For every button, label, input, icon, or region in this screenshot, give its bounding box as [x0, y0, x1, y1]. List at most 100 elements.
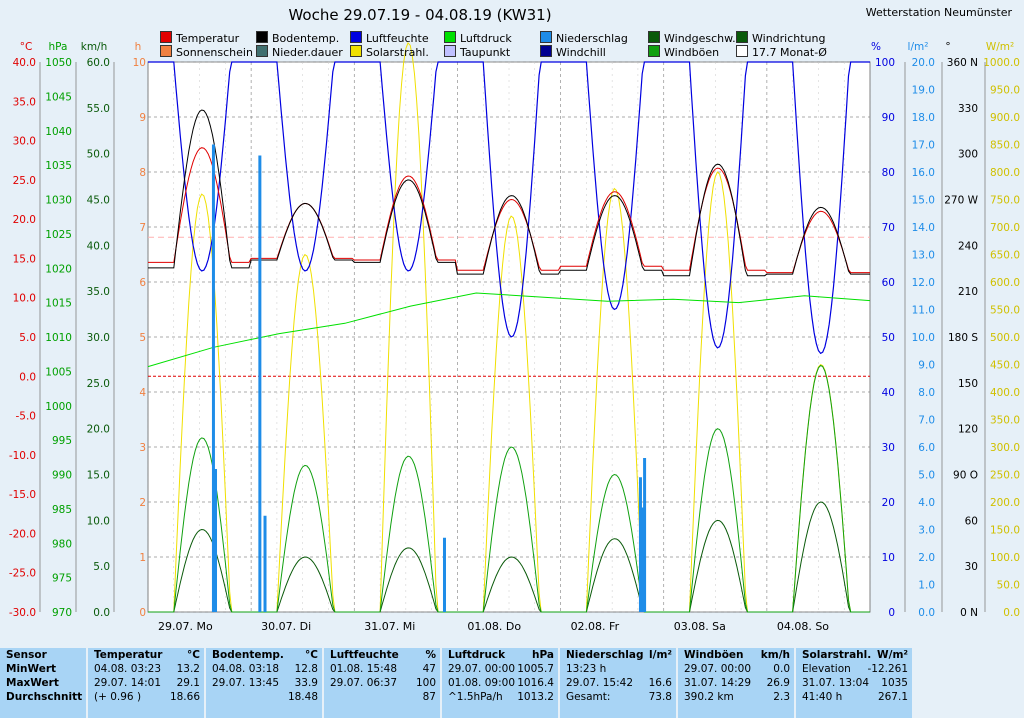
x-tick-label: 30.07. Di	[261, 620, 311, 633]
series-pressure-line	[147, 292, 871, 368]
stats-cell-value: 12.8	[294, 663, 318, 675]
legend-label: Sonnenschein	[176, 46, 253, 59]
legend-item: Windrichtung	[736, 31, 825, 45]
legend-item: Niederschlag	[540, 31, 628, 45]
stats-cell: Bodentemp. °C	[206, 648, 322, 662]
rain-tick: 13.0	[912, 250, 935, 262]
stats-column: Solarstrahl. W/m² Elevation -12.261 31.07. 1…	[796, 648, 914, 718]
legend-item: 17.7 Monat-Ø	[736, 45, 827, 59]
solar-tick: 650.0	[990, 250, 1020, 262]
wind-dir-tick: 300	[958, 149, 978, 161]
rain-tick: 6.0	[918, 442, 935, 454]
rain-bar	[258, 155, 262, 612]
pressure-tick: 1025	[45, 229, 72, 241]
stats-cell-value: 33.9	[294, 677, 318, 689]
legend-swatch	[350, 45, 362, 57]
stats-cell: 41:40 h 267.1	[796, 690, 912, 704]
rain-tick: 5.0	[918, 470, 935, 482]
solar-tick: 400.0	[990, 387, 1020, 399]
stats-cell-label: 29.07. 13:45	[212, 677, 279, 689]
wind-tick: 40.0	[87, 240, 110, 252]
solar-tick: 300.0	[990, 442, 1020, 454]
legend-swatch	[540, 45, 552, 57]
solar-tick: 500.0	[990, 332, 1020, 344]
humidity-tick: 80	[882, 167, 895, 179]
solar-tick: 150.0	[990, 525, 1020, 537]
stats-label-max: MaxWert	[6, 677, 59, 689]
stats-cell-label: 29.07. 15:42	[566, 677, 633, 689]
stats-cell: 29.07. 13:45 33.9	[206, 676, 322, 690]
legend-label: 17.7 Monat-Ø	[752, 46, 827, 59]
legend-label: Windchill	[556, 46, 606, 59]
stats-label-min: MinWert	[6, 663, 57, 675]
solar-tick: 850.0	[990, 140, 1020, 152]
axis-unit-label: %	[871, 41, 881, 53]
stats-column: Luftdruck hPa 29.07. 00:00 1005.7 01.08. 09:…	[442, 648, 560, 718]
legend-label: Taupunkt	[460, 46, 511, 59]
legend-item: Windgeschw.	[648, 31, 736, 45]
stats-cell: Niederschlag l/m²	[560, 648, 676, 662]
stats-cell-value: 18.48	[287, 691, 318, 703]
pressure-tick: 990	[52, 470, 72, 482]
x-tick-label: 04.08. So	[777, 620, 829, 633]
stats-cell-label: 29.07. 14:01	[94, 677, 161, 689]
stats-cell-label: Solarstrahl.	[802, 649, 872, 661]
legend-item: Windböen	[648, 45, 719, 59]
stats-cell: 04.08. 03:23 13.2	[88, 662, 204, 676]
stats-cell-label: Temperatur	[94, 649, 163, 661]
stats-cell-value: 0.0	[773, 663, 790, 675]
stats-cell-label: 01.08. 15:48	[330, 663, 397, 675]
wind-dir-tick: 210	[958, 286, 978, 298]
legend-item: Nieder.dauer	[256, 45, 343, 59]
humidity-tick: 60	[882, 277, 895, 289]
solar-tick: 950.0	[990, 85, 1020, 97]
legend-item: Bodentemp.	[256, 31, 339, 45]
stats-cell-value: 1016.4	[517, 677, 554, 689]
axis-unit-label: l/m²	[908, 41, 929, 53]
legend-item: Luftfeuchte	[350, 31, 429, 45]
x-tick-label: 03.08. Sa	[674, 620, 726, 633]
stats-cell-value: 73.8	[648, 691, 672, 703]
stats-row-labels: Sensor MinWert MaxWert Durchschnitt	[0, 648, 88, 718]
stats-cell-value: 47	[422, 663, 436, 675]
humidity-tick: 50	[882, 332, 895, 344]
temperature-tick: -30.0	[9, 607, 36, 619]
pressure-tick: 975	[52, 573, 72, 585]
statistics-table: Sensor MinWert MaxWert Durchschnitt Temp…	[0, 648, 1024, 718]
temperature-tick: -25.0	[9, 568, 36, 580]
legend-label: Windgeschw.	[664, 32, 736, 45]
stats-column: Luftfeuchte% 01.08. 15:48 47 29.07. 06:37 10…	[324, 648, 442, 718]
stats-cell: Elevation -12.261	[796, 662, 912, 676]
sunshine-tick: 0	[139, 607, 146, 619]
legend-label: Windböen	[664, 46, 720, 59]
axis-unit-label: W/m²	[986, 41, 1014, 53]
humidity-tick: 10	[882, 552, 895, 564]
wind-dir-tick: 180 S	[948, 332, 978, 344]
stats-label-avg: Durchschnitt	[6, 691, 83, 703]
stats-cell: 18.48	[206, 690, 322, 704]
temperature-tick: 0.0	[19, 371, 36, 383]
legend-swatch	[444, 45, 456, 57]
temperature-tick: 40.0	[13, 57, 36, 69]
temperature-tick: 5.0	[19, 332, 36, 344]
legend-label: Bodentemp.	[272, 32, 340, 45]
stats-cell-label: (+ 0.96 )	[94, 691, 142, 703]
series-wind-gusts-line	[148, 364, 870, 613]
sunshine-tick: 6	[139, 277, 146, 289]
stats-column: Bodentemp. °C 04.08. 03:18 12.8 29.07. 13:45…	[206, 648, 324, 718]
rain-bar	[641, 507, 645, 612]
weather-chart: 29.07. Mo 30.07. Di 31.07. Mi 01.08. Do 02.0…	[9, 41, 1020, 633]
legend-swatch	[736, 31, 748, 43]
wind-dir-tick: 240	[958, 240, 978, 252]
sunshine-tick: 4	[139, 387, 146, 399]
wind-tick: 20.0	[87, 424, 110, 436]
rain-bar	[263, 515, 267, 612]
stats-cell-value: hPa	[532, 649, 554, 661]
rain-tick: 4.0	[918, 497, 935, 509]
x-tick-label: 31.07. Mi	[364, 620, 415, 633]
rain-tick: 20.0	[912, 57, 935, 69]
rain-tick: 16.0	[912, 167, 935, 179]
pressure-tick: 1045	[45, 91, 72, 103]
legend-item: Windchill	[540, 45, 606, 59]
stats-cell-value: 1013.2	[517, 691, 554, 703]
